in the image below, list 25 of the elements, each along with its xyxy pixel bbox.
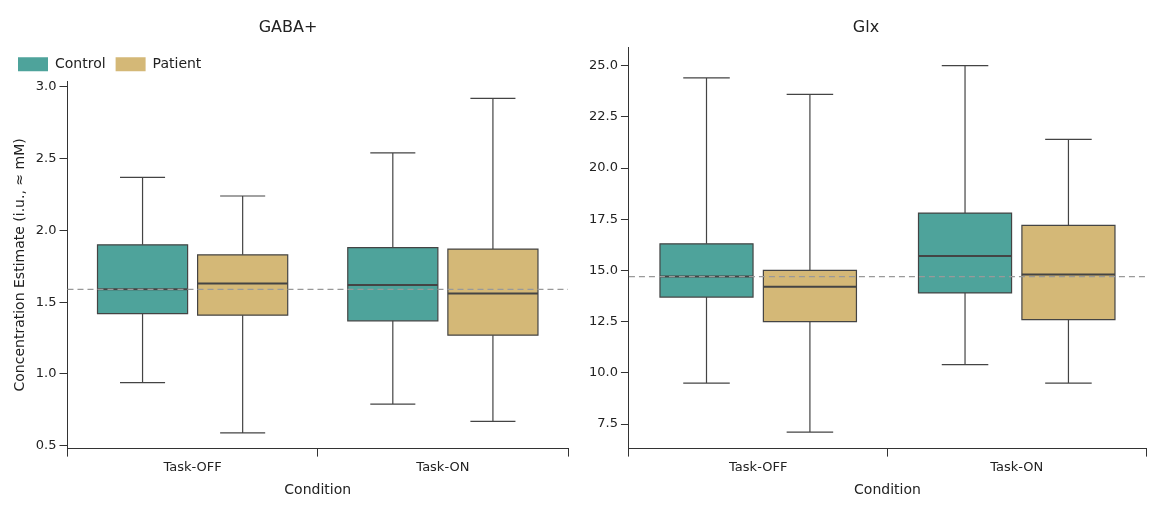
y-tick-label: 1.0 [35, 365, 57, 381]
y-tick-label: 22.5 [588, 108, 618, 124]
x-axis-title: Condition [284, 481, 352, 498]
y-tick-label: 10.0 [588, 364, 618, 380]
legend-label: Patient [152, 54, 202, 71]
y-tick-label: 3.0 [35, 78, 57, 94]
y-axis-title: Concentration Estimate (i.u., ≈ mM) [11, 138, 28, 392]
x-tick-label: Task-ON [415, 458, 470, 474]
y-tick-label: 15.0 [588, 261, 618, 277]
y-tick-label: 12.5 [588, 313, 618, 328]
y-tick-label: 25.0 [588, 57, 618, 73]
chart-title: GABA+ [258, 16, 318, 36]
x-tick-label: Task-OFF [728, 458, 788, 474]
chart-title: Glx [852, 16, 880, 36]
y-tick-label: 2.5 [35, 150, 57, 166]
y-tick-label: 17.5 [588, 210, 618, 226]
y-tick-label: 2.0 [35, 221, 57, 237]
y-tick-label: 1.5 [35, 293, 57, 309]
x-tick-label: Task-OFF [162, 458, 222, 474]
y-tick-label: 7.5 [597, 415, 618, 431]
y-tick-label: 20.0 [588, 159, 618, 175]
x-tick-label: Task-ON [989, 458, 1044, 474]
legend-label: Control [55, 54, 106, 71]
x-axis-title: Condition [854, 481, 921, 498]
y-tick-label: 0.5 [35, 437, 57, 453]
